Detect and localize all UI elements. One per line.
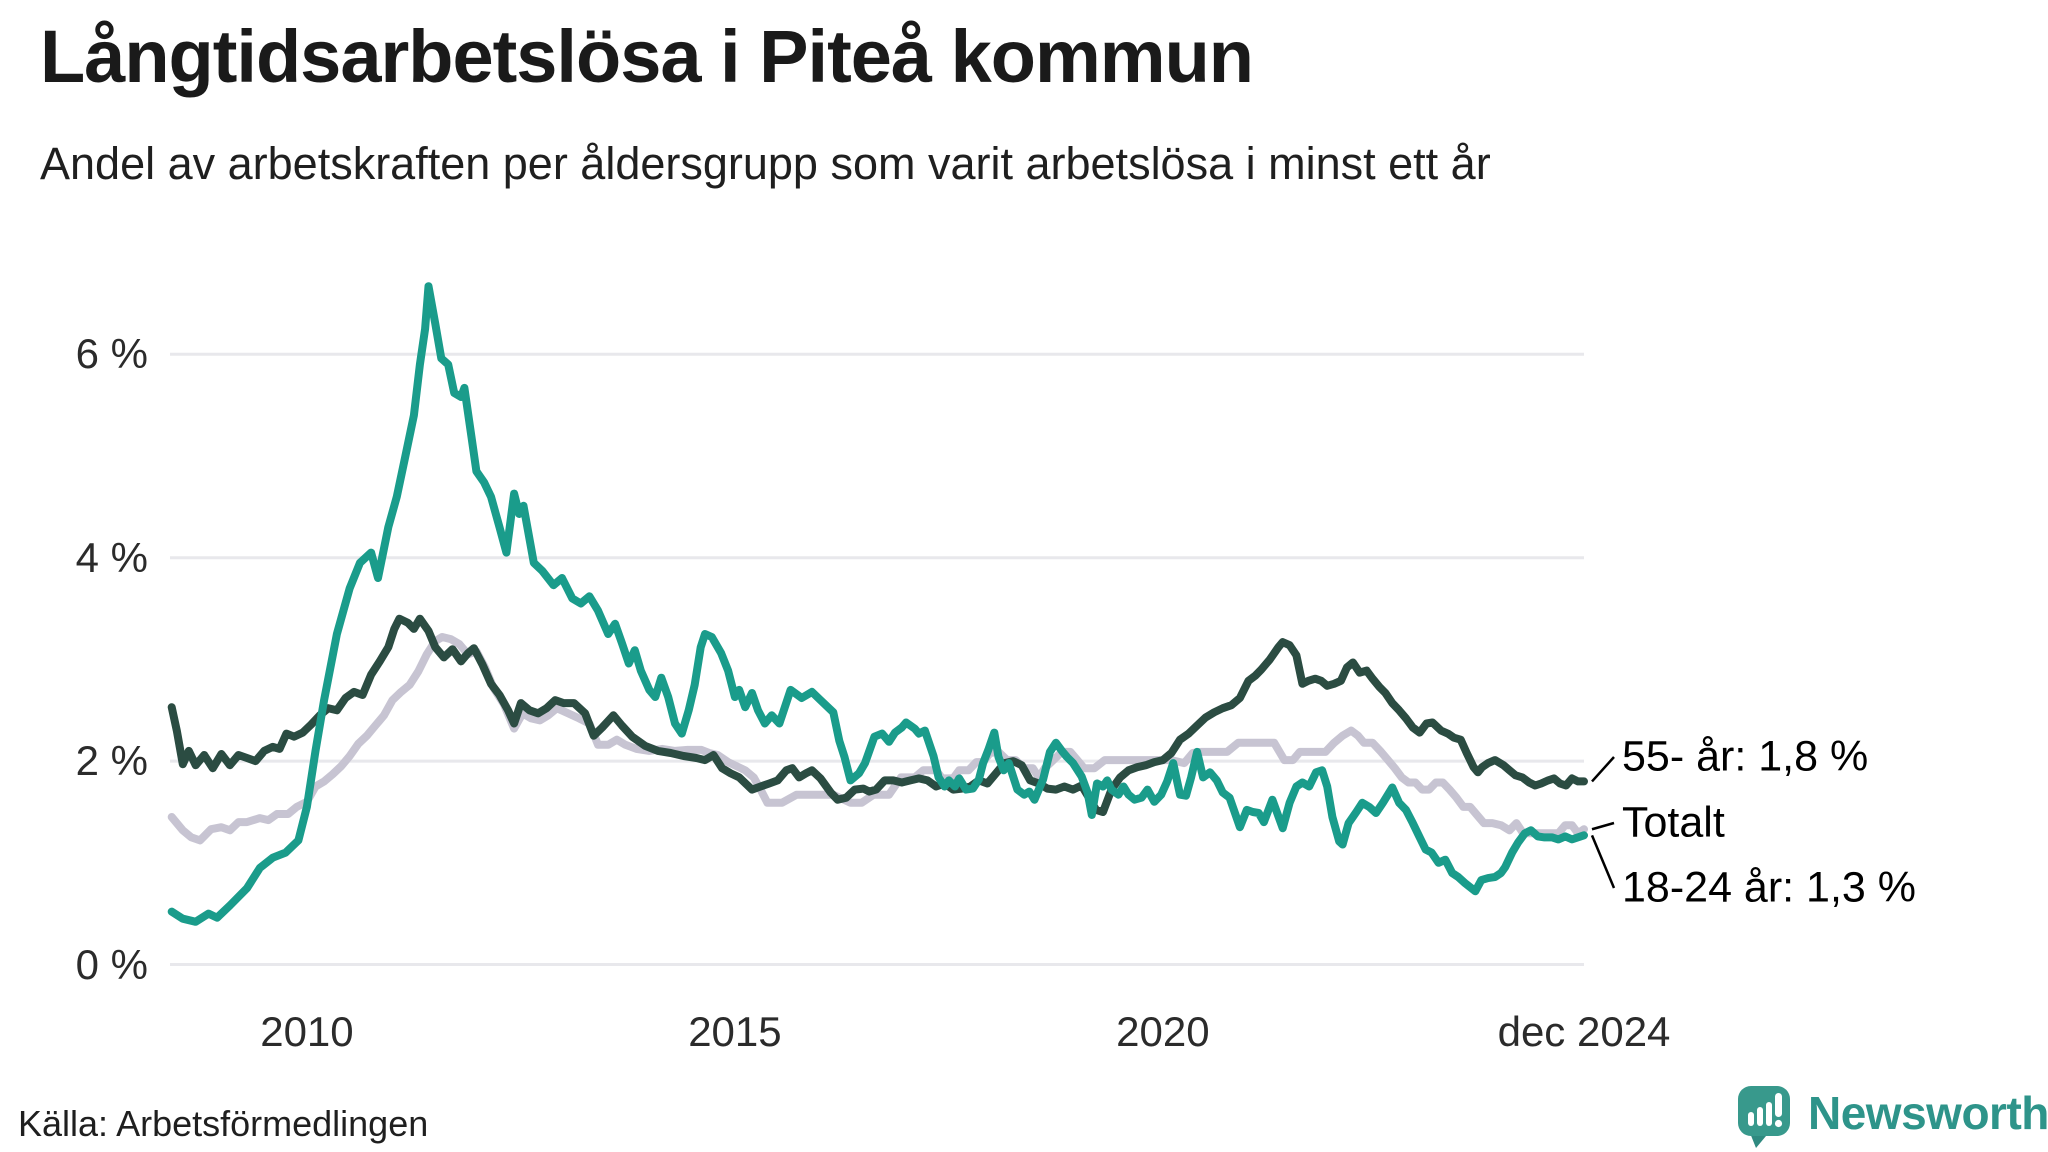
x-axis-tick-2015: 2015 <box>688 1008 782 1055</box>
exclamation-bar-icon <box>1775 1093 1782 1117</box>
end-label-18-24år: 18-24 år: 1,3 % <box>1622 863 1917 912</box>
end-label-connector-55-år <box>1591 756 1615 783</box>
y-axis-tick-4: 4 % <box>75 533 148 581</box>
bubble-body <box>1738 1086 1790 1136</box>
x-axis-tick-2010: 2010 <box>260 1008 354 1055</box>
source-note: Källa: Arbetsförmedlingen <box>18 1103 429 1144</box>
end-label-Totalt: Totalt <box>1622 798 1725 847</box>
series-line-55-år <box>167 614 1588 816</box>
end-label-55-år: 55- år: 1,8 % <box>1622 732 1869 781</box>
x-axis-tick-dec-2024: dec 2024 <box>1497 1008 1671 1055</box>
y-axis-tick-0: 0 % <box>75 940 148 988</box>
end-label-connector-18-24år <box>1590 834 1616 889</box>
bar-icon-2 <box>1757 1107 1763 1126</box>
newsworthy-logo: Newsworthy <box>1736 1084 2048 1150</box>
newsworthy-bubble-icon <box>1738 1086 1790 1148</box>
page-title: Långtidsarbetslösa i Piteå kommun <box>40 15 1254 98</box>
y-axis-tick-6: 6 % <box>75 330 148 378</box>
bar-icon-1 <box>1748 1112 1754 1126</box>
series-line-18-24år <box>167 282 1588 926</box>
bar-icon-3 <box>1766 1102 1772 1126</box>
end-label-connector-Totalt <box>1591 821 1615 831</box>
logo-text: Newsworthy <box>1808 1087 2048 1139</box>
exclamation-dot-icon <box>1774 1119 1783 1128</box>
series-line-Totalt <box>167 633 1588 845</box>
x-axis-tick-2020: 2020 <box>1116 1008 1210 1055</box>
chart-subtitle: Andel av arbetskraften per åldersgrupp s… <box>40 138 1491 189</box>
y-axis-tick-2: 2 % <box>75 737 148 785</box>
